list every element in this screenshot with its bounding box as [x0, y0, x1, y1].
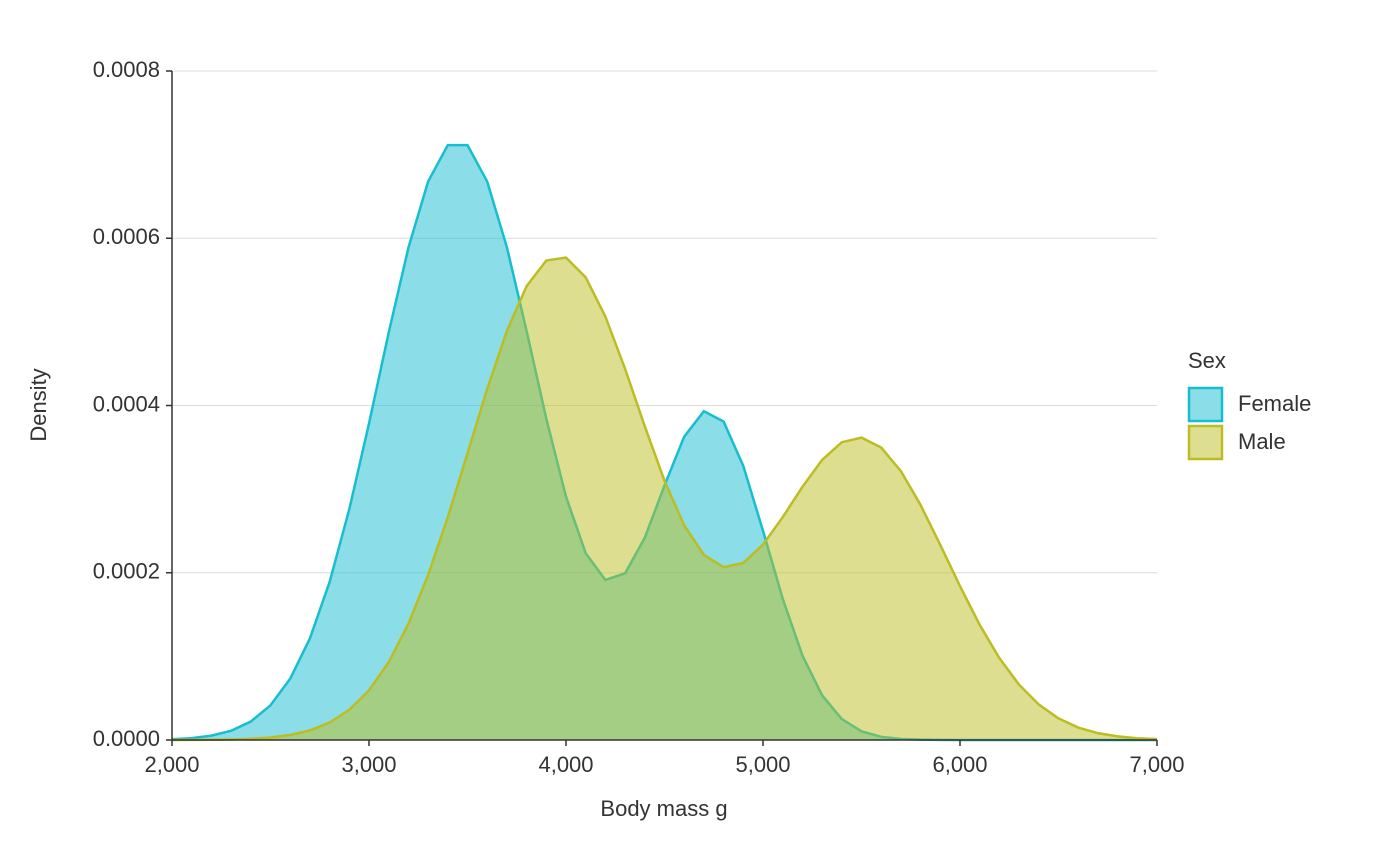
y-tick-label: 0.0000 [93, 726, 160, 751]
y-axis-label: Density [26, 368, 51, 441]
density-area [172, 145, 1157, 740]
legend-label: Female [1238, 391, 1311, 416]
x-tick-label: 3,000 [341, 752, 396, 777]
legend-title: Sex [1188, 348, 1226, 373]
y-tick-label: 0.0008 [93, 57, 160, 82]
legend-label: Male [1238, 429, 1286, 454]
density-area [172, 257, 1157, 740]
x-tick-label: 7,000 [1129, 752, 1184, 777]
x-tick-label: 5,000 [735, 752, 790, 777]
y-tick-label: 0.0006 [93, 224, 160, 249]
x-tick-label: 2,000 [144, 752, 199, 777]
y-tick-label: 0.0002 [93, 559, 160, 584]
x-tick-label: 6,000 [932, 752, 987, 777]
x-axis-label: Body mass g [600, 796, 727, 821]
legend-swatch [1187, 424, 1224, 461]
y-tick-label: 0.0004 [93, 391, 160, 416]
legend-swatch [1187, 386, 1224, 423]
x-tick-label: 4,000 [538, 752, 593, 777]
density-line [171, 256, 1158, 742]
